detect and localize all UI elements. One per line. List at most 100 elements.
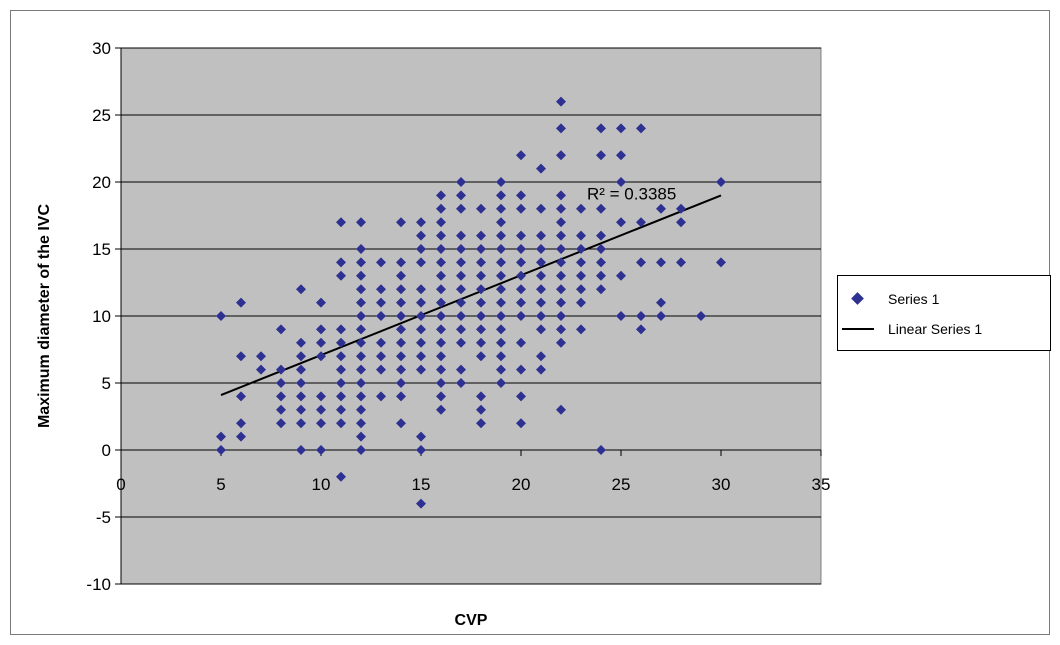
data-point — [476, 418, 486, 429]
data-point — [516, 311, 526, 321]
data-point — [536, 284, 546, 295]
data-point — [436, 378, 446, 388]
data-point — [276, 418, 286, 429]
data-point — [436, 297, 446, 308]
data-point — [556, 96, 566, 107]
data-point — [356, 337, 366, 348]
data-point — [596, 230, 606, 241]
data-point — [596, 284, 606, 295]
x-tick-label: 25 — [612, 475, 631, 494]
data-point — [616, 270, 626, 281]
data-point — [516, 270, 526, 281]
data-point — [336, 324, 346, 335]
legend-item-series-1: Series 1 — [838, 284, 939, 314]
data-point — [376, 257, 386, 268]
data-point — [416, 244, 426, 254]
data-point — [336, 270, 346, 281]
y-axis-title: Maximum diameter of the IVC — [36, 204, 53, 428]
legend-label: Linear Series 1 — [888, 321, 983, 337]
data-point — [356, 324, 366, 335]
data-point — [376, 337, 386, 348]
data-point — [316, 418, 326, 429]
data-point — [656, 311, 666, 321]
data-point — [516, 364, 526, 375]
data-point — [556, 337, 566, 348]
diamond-marker-icon — [851, 292, 864, 305]
data-point — [496, 244, 506, 254]
data-point — [436, 203, 446, 214]
data-point — [356, 270, 366, 281]
data-point — [416, 297, 426, 308]
data-point — [676, 217, 686, 228]
data-point — [456, 244, 466, 254]
data-point — [556, 284, 566, 295]
data-point — [476, 297, 486, 308]
data-point — [276, 364, 286, 375]
data-point — [496, 217, 506, 228]
data-point — [356, 217, 366, 228]
data-point — [436, 337, 446, 348]
y-tick-label: 30 — [92, 39, 111, 58]
data-point — [576, 324, 586, 335]
data-point — [516, 337, 526, 348]
data-point — [576, 203, 586, 214]
y-tick-label: -5 — [96, 508, 111, 527]
data-point — [356, 378, 366, 388]
data-point — [396, 284, 406, 295]
data-point — [456, 324, 466, 335]
data-point — [276, 391, 286, 402]
data-point — [596, 257, 606, 268]
data-point — [416, 337, 426, 348]
data-point — [556, 203, 566, 214]
x-tick-label: 5 — [216, 475, 225, 494]
data-point — [436, 284, 446, 295]
data-point — [336, 378, 346, 388]
data-point — [556, 257, 566, 268]
data-point — [416, 311, 426, 321]
data-point — [296, 378, 306, 388]
data-point — [356, 297, 366, 308]
x-tick-label: 20 — [512, 475, 531, 494]
data-point — [436, 190, 446, 201]
x-tick-label: 10 — [312, 475, 331, 494]
data-point — [636, 123, 646, 134]
data-point — [296, 364, 306, 375]
data-point — [456, 297, 466, 308]
data-point — [516, 150, 526, 161]
data-point — [576, 257, 586, 268]
data-point — [336, 217, 346, 228]
legend-item-linear-series-1: Linear Series 1 — [838, 314, 982, 344]
data-point — [556, 230, 566, 241]
data-point — [516, 244, 526, 254]
data-point — [396, 324, 406, 335]
data-point — [616, 217, 626, 228]
data-point — [356, 257, 366, 268]
data-point — [356, 431, 366, 442]
data-point — [456, 378, 466, 388]
x-tick-label: 0 — [116, 475, 125, 494]
data-point — [336, 351, 346, 362]
data-point — [476, 203, 486, 214]
data-point — [256, 364, 266, 375]
data-point — [576, 297, 586, 308]
data-point — [496, 177, 506, 187]
data-point — [336, 404, 346, 415]
data-point — [656, 203, 666, 214]
data-point — [376, 391, 386, 402]
data-point — [296, 404, 306, 415]
data-point — [416, 230, 426, 241]
data-point — [636, 217, 646, 228]
data-point — [556, 244, 566, 254]
data-point — [536, 364, 546, 375]
data-point — [316, 404, 326, 415]
data-point — [616, 150, 626, 161]
data-point — [476, 230, 486, 241]
data-point — [596, 270, 606, 281]
data-point — [536, 324, 546, 335]
data-point — [536, 244, 546, 254]
data-point — [236, 431, 246, 442]
data-point — [576, 230, 586, 241]
data-point — [276, 324, 286, 335]
data-point — [536, 230, 546, 241]
data-point — [556, 270, 566, 281]
